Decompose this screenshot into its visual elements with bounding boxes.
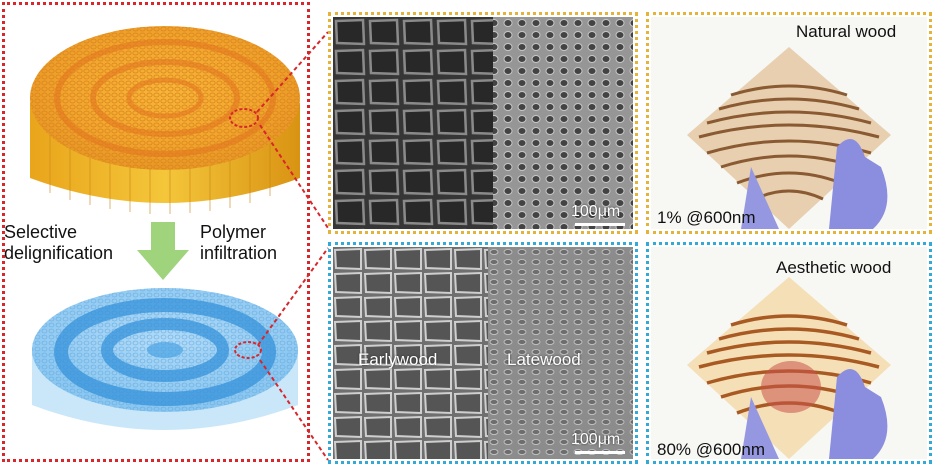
selective-delignification-label: Selective delignification [4,222,114,263]
aesthetic-wood-photo [651,247,927,459]
earlywood-label: Earlywood [358,350,438,369]
zoom-connector-lines [256,31,329,461]
sem-top-scale-label: 100μm [571,203,621,220]
natural-wood-photo [651,17,927,229]
sem-top-scale-bar [575,223,625,226]
photo-bottom-frame [646,242,932,464]
aesthetic-wood-3d-model [32,288,298,430]
sem-bottom-scale-bar [575,451,625,454]
sem-image-aesthetic-wood [333,247,633,459]
photo-top-frame [646,12,932,234]
natural-wood-transmittance: 1% @600nm [657,208,756,227]
sem-image-natural-wood [333,17,633,229]
sem-bottom-frame [328,242,638,464]
down-arrow-icon [137,222,189,280]
natural-wood-title: Natural wood [796,22,897,41]
left-panel-frame [2,2,310,462]
aesthetic-wood-transmittance: 80% @600nm [657,440,765,459]
latewood-label: Latewood [507,350,581,369]
sem-top-frame [328,12,638,234]
sem-bottom-scale-label: 100μm [571,431,621,448]
aesthetic-wood-title: Aesthetic wood [776,258,892,277]
natural-wood-3d-model [30,26,300,214]
polymer-infiltration-label: Polymer infiltration [200,222,278,263]
